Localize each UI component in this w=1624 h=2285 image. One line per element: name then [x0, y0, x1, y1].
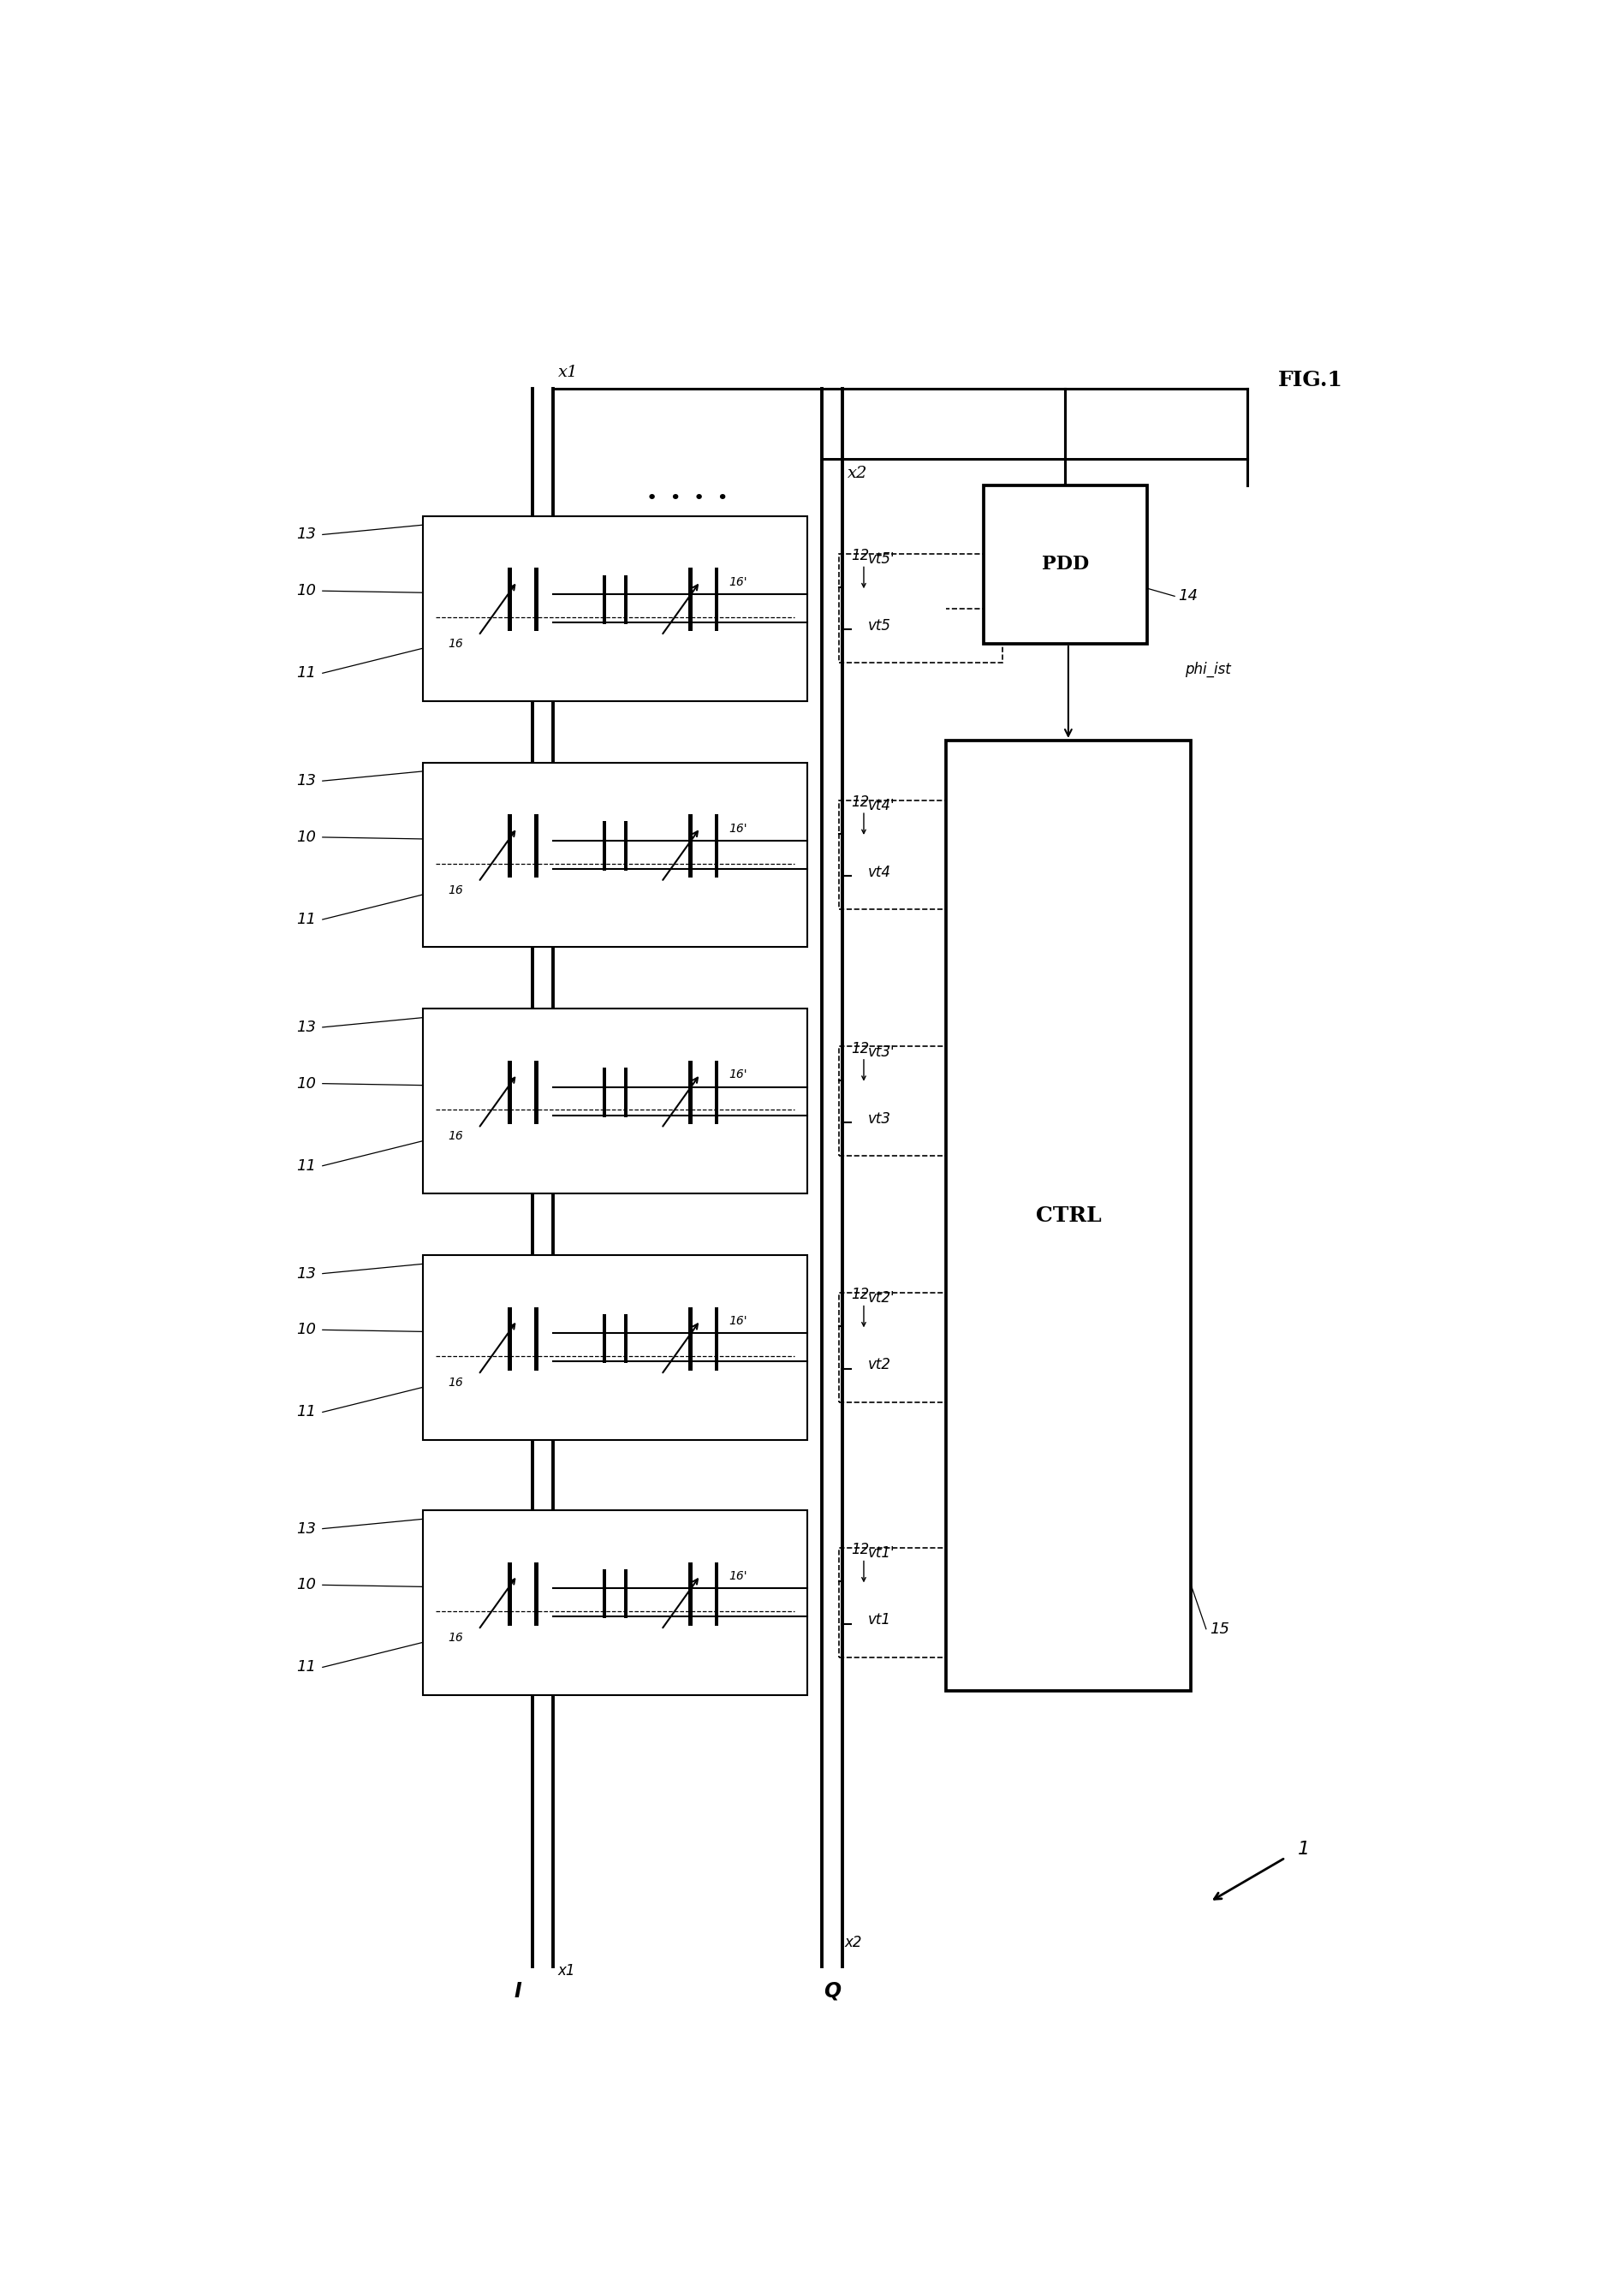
Polygon shape [624, 1570, 628, 1618]
Text: 10: 10 [297, 829, 317, 845]
Bar [424, 1254, 807, 1440]
Text: 11: 11 [297, 1659, 317, 1675]
Text: 10: 10 [297, 1577, 317, 1593]
Polygon shape [603, 820, 606, 871]
Text: 10: 10 [297, 583, 317, 599]
Bar [838, 1547, 1002, 1657]
Polygon shape [624, 1314, 628, 1364]
Polygon shape [715, 569, 718, 631]
Text: 13: 13 [297, 1522, 317, 1536]
Text: 10: 10 [297, 1076, 317, 1092]
Polygon shape [508, 813, 512, 877]
Bar [424, 1008, 807, 1193]
Bar [838, 553, 1002, 663]
Polygon shape [689, 1060, 692, 1124]
Text: FIG.1: FIG.1 [1278, 370, 1343, 391]
Text: vt4': vt4' [867, 797, 895, 813]
Text: 16': 16' [729, 1570, 747, 1581]
Text: 12: 12 [851, 1040, 869, 1056]
Text: 16': 16' [729, 823, 747, 834]
Text: I: I [513, 1981, 521, 2002]
Polygon shape [715, 813, 718, 877]
Text: x2: x2 [844, 1935, 862, 1951]
Text: 13: 13 [297, 1019, 317, 1035]
Polygon shape [689, 1307, 692, 1371]
Polygon shape [508, 1563, 512, 1625]
Polygon shape [624, 576, 628, 624]
Polygon shape [534, 1060, 538, 1124]
Polygon shape [534, 813, 538, 877]
Text: Q: Q [823, 1981, 841, 2002]
Polygon shape [715, 1563, 718, 1625]
Polygon shape [624, 1067, 628, 1117]
Text: •  •  •  •: • • • • [646, 489, 729, 507]
Polygon shape [508, 1060, 512, 1124]
Text: 12: 12 [851, 1542, 869, 1558]
Polygon shape [603, 1067, 606, 1117]
Text: •  •  •: • • • [1119, 829, 1169, 845]
Text: vt2': vt2' [867, 1291, 895, 1307]
Text: 16': 16' [729, 1069, 747, 1081]
Text: 16: 16 [448, 1631, 463, 1643]
Bar [424, 516, 807, 701]
Text: 1: 1 [1298, 1839, 1311, 1858]
Text: 10: 10 [297, 1323, 317, 1337]
Polygon shape [689, 569, 692, 631]
Text: vt3': vt3' [867, 1044, 895, 1060]
Polygon shape [715, 1060, 718, 1124]
Text: phi_ist: phi_ist [1186, 660, 1231, 676]
Polygon shape [689, 813, 692, 877]
Text: x1: x1 [559, 1963, 575, 1979]
Text: 13: 13 [297, 772, 317, 788]
Text: 12: 12 [851, 548, 869, 564]
Text: vt5: vt5 [867, 619, 890, 633]
Polygon shape [715, 1307, 718, 1371]
Text: x1: x1 [559, 363, 578, 379]
Text: 16': 16' [729, 576, 747, 587]
Bar [945, 740, 1190, 1691]
Text: 16: 16 [448, 884, 463, 896]
Polygon shape [534, 1307, 538, 1371]
Bar [838, 1047, 1002, 1156]
Polygon shape [534, 569, 538, 631]
Text: 11: 11 [297, 912, 317, 928]
Polygon shape [534, 1563, 538, 1625]
Text: 14: 14 [1179, 590, 1199, 603]
Text: 16: 16 [448, 638, 463, 649]
Text: 11: 11 [297, 1158, 317, 1174]
Polygon shape [603, 576, 606, 624]
Text: 11: 11 [297, 1405, 317, 1419]
Text: vt4: vt4 [867, 864, 890, 880]
Polygon shape [508, 569, 512, 631]
Text: 15: 15 [1210, 1622, 1229, 1636]
Text: vt5': vt5' [867, 551, 895, 567]
Text: PDD: PDD [1041, 555, 1088, 574]
Bar [424, 763, 807, 948]
Bar [838, 1293, 1002, 1403]
Polygon shape [603, 1314, 606, 1364]
Text: x2: x2 [848, 466, 867, 482]
Bar [838, 800, 1002, 909]
Bar [424, 1510, 807, 1695]
Text: vt2: vt2 [867, 1357, 890, 1373]
Text: 16: 16 [448, 1131, 463, 1142]
Text: 13: 13 [297, 1266, 317, 1282]
Text: 12: 12 [851, 1286, 869, 1302]
Polygon shape [603, 1570, 606, 1618]
Text: vt1: vt1 [867, 1613, 890, 1627]
Text: 11: 11 [297, 665, 317, 681]
Text: 12: 12 [851, 795, 869, 809]
Text: 16: 16 [448, 1376, 463, 1389]
Text: vt3: vt3 [867, 1111, 890, 1127]
Text: CTRL: CTRL [1036, 1204, 1101, 1225]
Bar [984, 484, 1147, 644]
Polygon shape [508, 1307, 512, 1371]
Polygon shape [624, 820, 628, 871]
Text: 13: 13 [297, 528, 317, 542]
Polygon shape [689, 1563, 692, 1625]
Text: vt1': vt1' [867, 1545, 895, 1561]
Text: 16': 16' [729, 1316, 747, 1328]
